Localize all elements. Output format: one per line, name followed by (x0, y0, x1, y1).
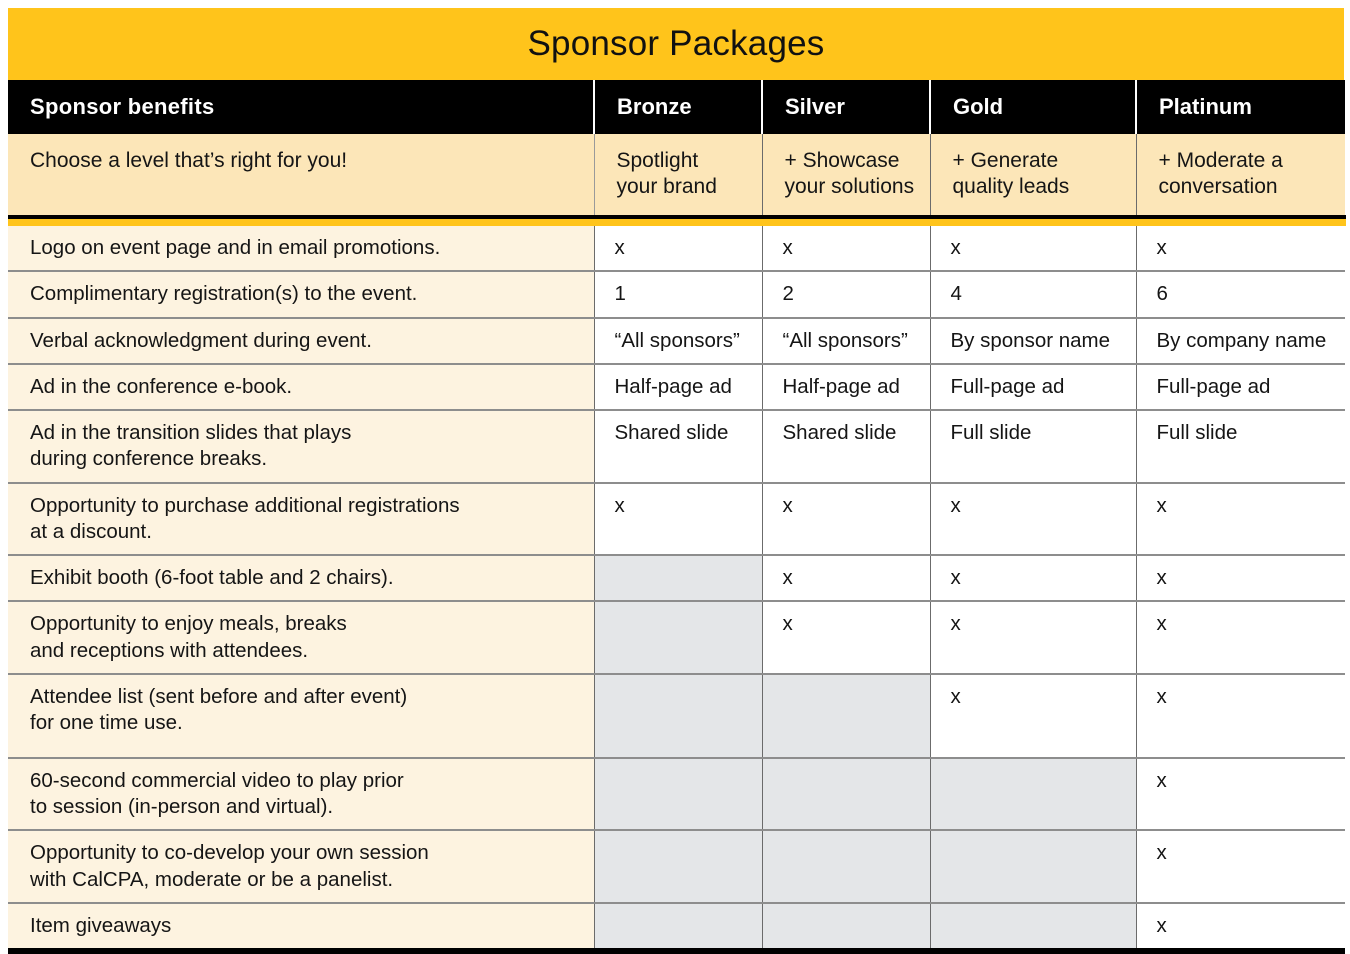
lead-section: Choose a level that’s right for you! Spo… (8, 134, 1346, 227)
cell-silver: x (762, 555, 931, 603)
gold-strip-cell (1136, 217, 1346, 227)
table-row: Opportunity to enjoy meals, breaks and r… (8, 601, 1345, 675)
benefit-label: Opportunity to purchase additional regis… (8, 482, 595, 557)
column-header-platinum: Platinum (1136, 80, 1345, 134)
lead-value-silver: + Showcase your solutions (762, 134, 931, 220)
cell-platinum: By company name (1136, 317, 1345, 365)
benefit-label: Item giveaways (8, 902, 595, 951)
cell-bronze (594, 757, 763, 832)
cell-platinum: Full-page ad (1136, 363, 1345, 412)
cell-bronze: “All sponsors” (594, 317, 763, 365)
cell-silver: Shared slide (762, 410, 931, 484)
gold-strip-cell (762, 217, 931, 227)
cell-silver: Half-page ad (762, 363, 931, 412)
header-row: Sponsor benefits Bronze Silver Gold Plat… (8, 80, 1345, 134)
cell-platinum: Full slide (1136, 410, 1345, 484)
cell-bronze (594, 902, 763, 951)
cell-gold: x (930, 482, 1137, 557)
benefit-label: Attendee list (sent before and after eve… (8, 673, 595, 759)
cell-bronze (594, 601, 763, 675)
gold-strip-cell (930, 217, 1137, 227)
cell-gold: 4 (930, 271, 1137, 319)
benefit-label: Opportunity to co-develop your own sessi… (8, 830, 595, 904)
cell-silver (762, 757, 931, 832)
cell-bronze: x (594, 226, 763, 273)
cell-gold (930, 757, 1137, 832)
page-title: Sponsor Packages (527, 24, 825, 63)
table-row: Verbal acknowledgment during event. “All … (8, 317, 1345, 365)
cell-bronze (594, 673, 763, 759)
lead-row-label: Choose a level that’s right for you! (8, 134, 595, 220)
benefit-label: Ad in the transition slides that plays d… (8, 410, 595, 484)
cell-platinum: x (1136, 555, 1345, 603)
cell-bronze: 1 (594, 271, 763, 319)
benefit-label: Logo on event page and in email promotio… (8, 226, 595, 273)
cell-silver (762, 902, 931, 951)
cell-silver: x (762, 482, 931, 557)
column-header-benefits: Sponsor benefits (8, 80, 595, 134)
title-banner: Sponsor Packages (8, 8, 1344, 80)
sponsor-packages-table: Sponsor benefits Bronze Silver Gold Plat… (8, 80, 1346, 954)
cell-silver (762, 673, 931, 759)
table-row: Opportunity to co-develop your own sessi… (8, 830, 1345, 904)
cell-bronze (594, 555, 763, 603)
cell-silver: x (762, 226, 931, 273)
table-row: Exhibit booth (6-foot table and 2 chairs… (8, 555, 1345, 603)
gold-strip-cell (8, 217, 595, 227)
table-row: 60-second commercial video to play prior… (8, 757, 1345, 832)
lead-value-bronze: Spotlight your brand (594, 134, 763, 220)
cell-bronze: Shared slide (594, 410, 763, 484)
cell-platinum: x (1136, 830, 1345, 904)
table-row: Logo on event page and in email promotio… (8, 226, 1345, 273)
table-row: Ad in the transition slides that plays d… (8, 410, 1345, 484)
gold-accent-strip (8, 217, 1346, 227)
cell-platinum: 6 (1136, 271, 1345, 319)
column-header-silver: Silver (762, 80, 931, 134)
cell-gold: x (930, 601, 1137, 675)
benefit-label: Exhibit booth (6-foot table and 2 chairs… (8, 555, 595, 603)
benefit-label: 60-second commercial video to play prior… (8, 757, 595, 832)
cell-platinum: x (1136, 226, 1345, 273)
table-row: Ad in the conference e-book. Half-page ad… (8, 363, 1345, 412)
cell-platinum: x (1136, 902, 1345, 951)
cell-gold: x (930, 226, 1137, 273)
cell-bronze: x (594, 482, 763, 557)
benefit-label: Opportunity to enjoy meals, breaks and r… (8, 601, 595, 675)
benefit-label: Complimentary registration(s) to the eve… (8, 271, 595, 319)
sponsor-packages-sheet: Sponsor Packages Sponsor benefits Bronze… (8, 8, 1346, 954)
cell-silver: x (762, 601, 931, 675)
lead-row: Choose a level that’s right for you! Spo… (8, 134, 1345, 220)
cell-gold: Full slide (930, 410, 1137, 484)
lead-value-platinum: + Moderate a conversation (1136, 134, 1345, 220)
cell-platinum: x (1136, 482, 1345, 557)
cell-gold: x (930, 555, 1137, 603)
cell-bronze: Half-page ad (594, 363, 763, 412)
column-header-gold: Gold (930, 80, 1137, 134)
cell-silver: 2 (762, 271, 931, 319)
table-row: Complimentary registration(s) to the eve… (8, 271, 1345, 319)
cell-gold: By sponsor name (930, 317, 1137, 365)
lead-value-gold: + Generate quality leads (930, 134, 1137, 220)
cell-gold: x (930, 673, 1137, 759)
cell-gold (930, 830, 1137, 904)
cell-silver (762, 830, 931, 904)
cell-platinum: x (1136, 757, 1345, 832)
cell-gold (930, 902, 1137, 951)
table-row: Opportunity to purchase additional regis… (8, 482, 1345, 557)
cell-platinum: x (1136, 601, 1345, 675)
table-row: Item giveaways x (8, 902, 1345, 951)
cell-gold: Full-page ad (930, 363, 1137, 412)
benefit-label: Verbal acknowledgment during event. (8, 317, 595, 365)
table-row: Attendee list (sent before and after eve… (8, 673, 1345, 759)
cell-silver: “All sponsors” (762, 317, 931, 365)
table-header: Sponsor benefits Bronze Silver Gold Plat… (8, 80, 1345, 134)
cell-bronze (594, 830, 763, 904)
cell-platinum: x (1136, 673, 1345, 759)
column-header-bronze: Bronze (594, 80, 763, 134)
gold-strip-cell (594, 217, 763, 227)
benefits-body: Logo on event page and in email promotio… (8, 226, 1345, 951)
benefit-label: Ad in the conference e-book. (8, 363, 595, 412)
